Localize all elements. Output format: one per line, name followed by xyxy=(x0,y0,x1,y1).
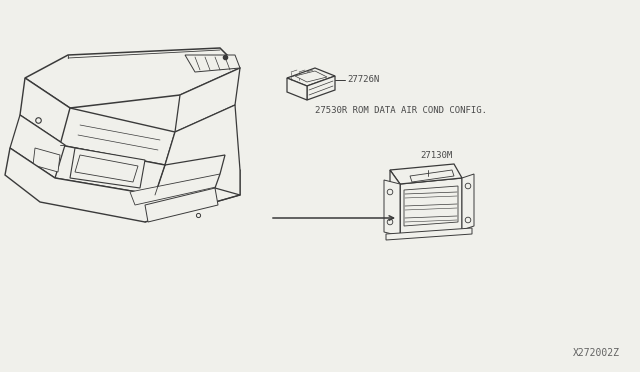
Polygon shape xyxy=(70,148,145,188)
Polygon shape xyxy=(33,148,60,172)
Polygon shape xyxy=(410,170,454,182)
Polygon shape xyxy=(5,148,240,222)
Polygon shape xyxy=(55,145,165,195)
Text: X272002Z: X272002Z xyxy=(573,348,620,358)
Polygon shape xyxy=(25,48,240,108)
Polygon shape xyxy=(384,180,400,236)
Polygon shape xyxy=(75,155,138,182)
Polygon shape xyxy=(404,186,458,226)
Polygon shape xyxy=(130,174,225,205)
Polygon shape xyxy=(386,228,472,240)
Polygon shape xyxy=(145,188,218,222)
Polygon shape xyxy=(307,76,335,100)
Polygon shape xyxy=(185,55,240,72)
Polygon shape xyxy=(462,174,474,230)
Text: 27726N: 27726N xyxy=(347,76,380,84)
Polygon shape xyxy=(295,71,327,82)
Text: 27530R ROM DATA AIR COND CONFIG.: 27530R ROM DATA AIR COND CONFIG. xyxy=(315,106,487,115)
Polygon shape xyxy=(20,78,70,145)
Polygon shape xyxy=(287,78,307,100)
Polygon shape xyxy=(400,178,462,236)
Polygon shape xyxy=(390,164,462,184)
Polygon shape xyxy=(175,68,240,132)
Polygon shape xyxy=(390,170,400,236)
Polygon shape xyxy=(60,108,175,165)
Text: 27130M: 27130M xyxy=(420,151,452,160)
Polygon shape xyxy=(10,115,65,178)
Polygon shape xyxy=(287,68,335,86)
Polygon shape xyxy=(165,105,240,195)
